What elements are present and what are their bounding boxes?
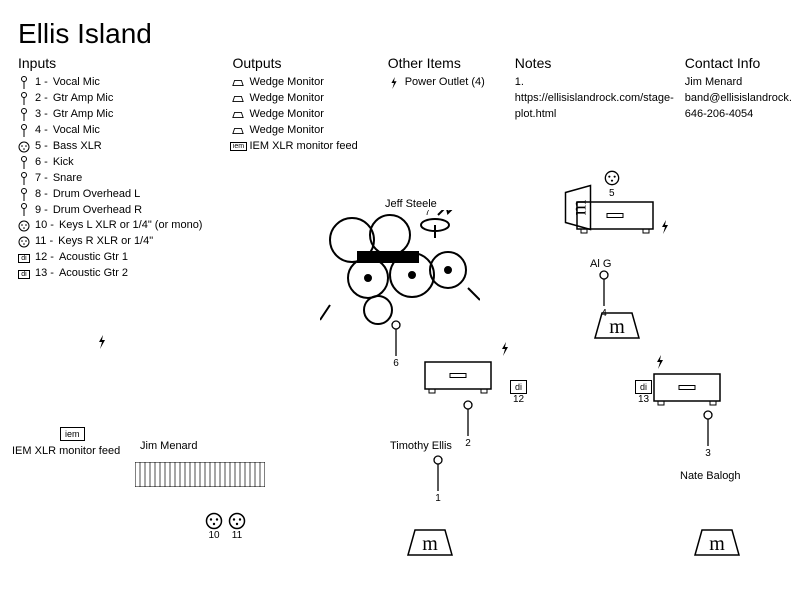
drum-kit: 8 9 7 [320,210,480,330]
power-outlet-icon [97,335,107,349]
drummer-label: Jeff Steele [385,198,437,210]
mic-stand: 2 [462,400,474,449]
power-outlet-icon [655,355,665,369]
stage-diagram: 8 9 7 Jeff Steele Jim Menard m m m m 5 1… [0,0,792,612]
mic-stand: 3 [702,410,714,459]
wedge-monitor: m [692,525,742,560]
channel-number: 5 [609,187,615,199]
guitarist-label: Nate Balogh [680,470,741,482]
vocalist-1-label: Timothy Ellis [390,440,452,452]
keys-player-label: Jim Menard [140,440,197,452]
xlr-connector: 11 [228,512,246,541]
mic-stand: 4 [598,270,610,319]
iem-feed-label: IEM XLR monitor feed [12,445,120,457]
svg-text:m: m [422,533,438,555]
svg-text:m: m [709,533,725,555]
wedge-monitor: m [405,525,455,560]
svg-text:7: 7 [425,210,430,217]
amplifier [652,372,722,407]
keyboard [135,462,265,487]
amplifier [575,200,655,235]
svg-text:m: m [609,316,625,338]
di-box: di13 [635,380,652,405]
mic-stand: 6 [390,320,402,369]
power-outlet-icon [660,220,670,234]
amplifier [423,360,493,395]
xlr-connector: 10 [205,512,223,541]
mic-stand: 1 [432,455,444,504]
di-box: di12 [510,380,527,405]
xlr-icon [604,170,620,186]
power-outlet-icon [500,342,510,356]
iem-box: iem [60,427,85,441]
vocalist-2-label: Al G [590,258,611,270]
